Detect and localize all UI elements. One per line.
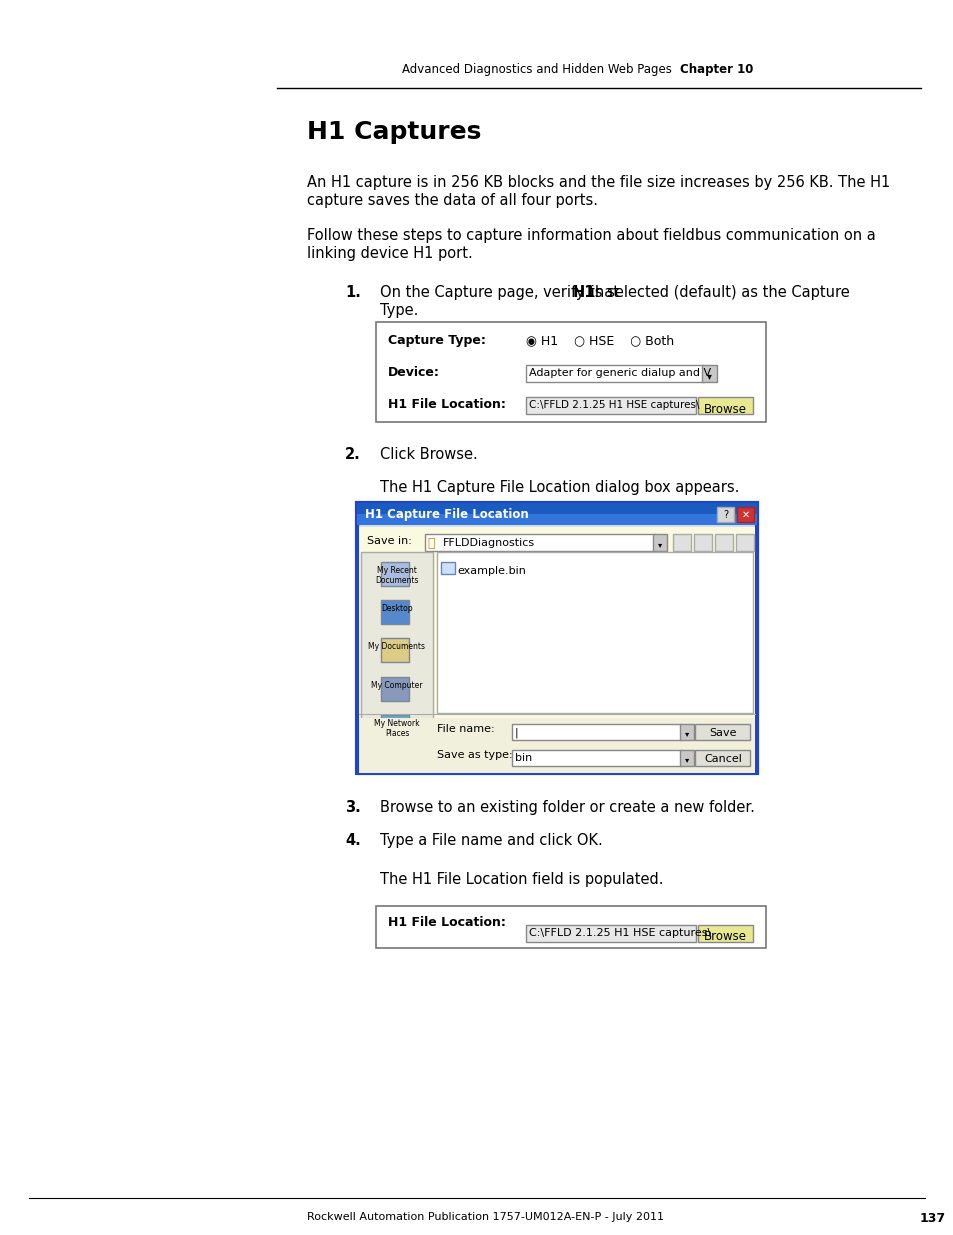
Bar	[679, 750, 693, 766]
Bar	[735, 534, 753, 551]
Text: ▾: ▾	[706, 370, 711, 382]
Bar	[375, 322, 765, 422]
Text: My Recent
Documents: My Recent Documents	[375, 566, 418, 585]
Text: Chapter 10: Chapter 10	[679, 63, 753, 77]
Bar	[717, 508, 733, 522]
Bar	[525, 925, 696, 942]
Text: Device:: Device:	[388, 366, 439, 379]
Text: My Documents: My Documents	[368, 642, 425, 651]
Text: FFLDDiagnostics: FFLDDiagnostics	[442, 538, 535, 548]
Text: C:\FFLD 2.1.25 H1 HSE captures\: C:\FFLD 2.1.25 H1 HSE captures\	[529, 927, 711, 939]
Text: Save in:: Save in:	[367, 536, 412, 546]
Text: ▾: ▾	[658, 540, 661, 550]
Bar	[360, 552, 433, 743]
Text: Type.: Type.	[379, 303, 418, 317]
Bar	[737, 508, 753, 522]
Bar	[698, 396, 752, 414]
Bar	[512, 750, 681, 766]
Text: |: |	[515, 727, 518, 737]
Text: Advanced Diagnostics and Hidden Web Pages: Advanced Diagnostics and Hidden Web Page…	[402, 63, 671, 77]
Text: H1: H1	[573, 285, 595, 300]
Text: H1 File Location:: H1 File Location:	[388, 916, 505, 929]
Text: H1 Capture File Location: H1 Capture File Location	[365, 508, 528, 521]
Text: Adapter for generic dialup and V: Adapter for generic dialup and V	[529, 368, 710, 378]
Text: Capture Type:: Capture Type:	[388, 333, 485, 347]
Text: Save as type:: Save as type:	[436, 750, 512, 760]
Bar	[714, 534, 732, 551]
Bar	[698, 925, 752, 942]
Text: An H1 capture is in 256 KB blocks and the file size increases by 256 KB. The H1: An H1 capture is in 256 KB blocks and th…	[307, 175, 889, 190]
Text: ◉ H1    ○ HSE    ○ Both: ◉ H1 ○ HSE ○ Both	[525, 333, 674, 347]
Text: File name:: File name:	[436, 724, 494, 734]
Bar	[512, 724, 681, 740]
Text: On the Capture page, verify that: On the Capture page, verify that	[379, 285, 623, 300]
Text: is selected (default) as the Capture: is selected (default) as the Capture	[585, 285, 849, 300]
Bar	[380, 638, 409, 662]
Bar	[525, 366, 703, 382]
Text: ✕: ✕	[741, 510, 749, 520]
Bar	[701, 366, 717, 382]
Text: My Computer: My Computer	[371, 680, 422, 689]
Text: The H1 File Location field is populated.: The H1 File Location field is populated.	[379, 872, 662, 887]
Text: 4.: 4.	[345, 832, 360, 848]
Text: The H1 Capture File Location dialog box appears.: The H1 Capture File Location dialog box …	[379, 480, 739, 495]
Text: My Network
Places: My Network Places	[374, 719, 419, 739]
Text: 🗀: 🗀	[427, 537, 434, 550]
Text: Browse to an existing folder or create a new folder.: Browse to an existing folder or create a…	[379, 800, 754, 815]
Text: Browse: Browse	[702, 403, 745, 416]
Bar	[358, 527, 754, 773]
Text: Cancel: Cancel	[703, 755, 741, 764]
Bar	[695, 750, 749, 766]
Text: ?: ?	[722, 510, 728, 520]
Text: example.bin: example.bin	[456, 566, 525, 576]
Text: Type a File name and click OK.: Type a File name and click OK.	[379, 832, 602, 848]
Bar	[695, 724, 749, 740]
Bar	[380, 677, 409, 700]
Text: H1 Captures: H1 Captures	[307, 120, 481, 144]
Bar	[652, 534, 666, 551]
Bar	[436, 552, 752, 713]
Bar	[380, 562, 409, 585]
Bar	[375, 906, 765, 948]
Bar	[525, 396, 696, 414]
Bar	[380, 715, 409, 739]
Text: Click Browse.: Click Browse.	[379, 447, 477, 462]
Bar	[679, 724, 693, 740]
Bar	[358, 718, 754, 773]
Bar	[380, 600, 409, 624]
Bar	[693, 534, 711, 551]
Text: ▾: ▾	[684, 755, 688, 764]
Text: 1.: 1.	[345, 285, 360, 300]
Bar	[672, 534, 690, 551]
Bar	[356, 514, 757, 525]
Text: Rockwell Automation Publication 1757-UM012A-EN-P - July 2011: Rockwell Automation Publication 1757-UM0…	[307, 1212, 663, 1221]
Text: H1 File Location:: H1 File Location:	[388, 398, 505, 411]
Text: C:\FFLD 2.1.25 H1 HSE captures\: C:\FFLD 2.1.25 H1 HSE captures\	[529, 400, 699, 410]
Bar	[424, 534, 655, 551]
Text: ▾: ▾	[684, 729, 688, 739]
Bar	[356, 503, 757, 773]
Text: Follow these steps to capture information about fieldbus communication on a: Follow these steps to capture informatio…	[307, 228, 875, 243]
Text: Browse: Browse	[702, 930, 745, 944]
Text: Desktop: Desktop	[381, 604, 413, 614]
Text: 3.: 3.	[345, 800, 360, 815]
Text: 2.: 2.	[345, 447, 360, 462]
Bar	[356, 503, 757, 525]
Text: bin: bin	[515, 753, 532, 763]
Text: linking device H1 port.: linking device H1 port.	[307, 246, 473, 261]
Bar	[440, 562, 455, 574]
Text: 137: 137	[919, 1212, 945, 1225]
Text: Save: Save	[708, 727, 736, 739]
Text: capture saves the data of all four ports.: capture saves the data of all four ports…	[307, 193, 598, 207]
